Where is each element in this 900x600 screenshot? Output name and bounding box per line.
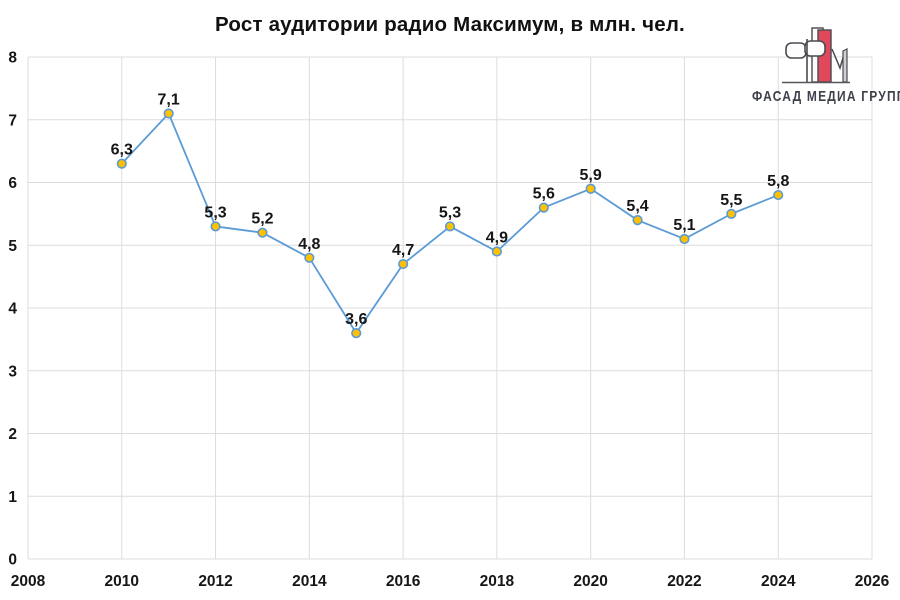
data-point-2017 <box>444 221 456 232</box>
x-axis-tick-label: 2016 <box>386 573 421 590</box>
x-axis-tick-label: 2010 <box>105 573 139 590</box>
data-point-label: 3,6 <box>345 311 367 328</box>
data-point-2018 <box>491 246 502 257</box>
x-axis-tick-label: 2012 <box>198 573 232 590</box>
y-axis-tick-label: 1 <box>8 489 17 506</box>
data-point-2016 <box>398 258 409 270</box>
data-point-label: 5,9 <box>580 167 602 184</box>
data-point-2020 <box>585 183 596 194</box>
chart-title: Рост аудитории радио Максимум, в млн. че… <box>215 13 685 36</box>
data-point-2019 <box>538 202 549 213</box>
x-axis-tick-label: 2008 <box>11 573 46 590</box>
data-point-label: 5,6 <box>533 186 555 203</box>
y-axis-tick-label: 0 <box>8 552 17 569</box>
y-axis-tick-label: 2 <box>8 426 17 443</box>
data-point-label: 5,5 <box>720 192 742 209</box>
data-point-2021 <box>632 215 643 226</box>
data-point-label: 5,4 <box>626 198 648 215</box>
x-axis-tick-label: 2026 <box>855 573 890 590</box>
y-axis-tick-label: 4 <box>8 301 17 318</box>
data-point-2022 <box>679 233 690 245</box>
data-point-2010 <box>116 158 127 169</box>
data-point-2023 <box>726 208 737 219</box>
logo-text: ФАСАД МЕДИА ГРУПП <box>752 88 900 105</box>
y-axis-tick-label: 3 <box>8 363 17 380</box>
logo-f-right-lobe <box>804 40 826 57</box>
data-point-2024 <box>773 189 784 201</box>
data-point-2012 <box>210 221 221 232</box>
data-point-label: 5,8 <box>767 173 789 190</box>
data-point-label: 7,1 <box>158 91 180 108</box>
data-point-2015 <box>351 328 362 339</box>
x-axis-tick-label: 2014 <box>292 573 327 590</box>
logo-mark-icon <box>782 27 850 84</box>
x-axis-tick-label: 2024 <box>761 573 796 590</box>
data-point-2011 <box>163 108 174 119</box>
y-axis-tick-label: 8 <box>8 50 17 67</box>
data-point-2013 <box>257 227 268 238</box>
x-axis-tick-label: 2020 <box>573 573 607 590</box>
data-point-label: 5,3 <box>439 204 461 221</box>
company-logo: ФАСАД МЕДИА ГРУПП <box>736 12 900 105</box>
data-point-label: 4,8 <box>298 236 320 253</box>
x-axis-tick-label: 2018 <box>480 573 515 590</box>
data-point-label: 5,3 <box>204 204 226 221</box>
x-axis-tick-label: 2022 <box>667 573 701 590</box>
data-point-label: 5,2 <box>251 211 273 228</box>
y-axis-tick-label: 5 <box>8 238 17 255</box>
data-point-2014 <box>304 252 315 263</box>
data-point-label: 4,7 <box>392 242 414 259</box>
y-axis-tick-label: 7 <box>8 112 17 129</box>
data-point-label: 5,1 <box>673 217 695 234</box>
y-axis-tick-label: 6 <box>8 175 17 192</box>
logo-f-left-lobe <box>785 42 807 59</box>
data-point-label: 6,3 <box>111 142 133 159</box>
logo-m-right-stroke <box>842 48 848 83</box>
data-point-label: 4,9 <box>486 230 508 247</box>
